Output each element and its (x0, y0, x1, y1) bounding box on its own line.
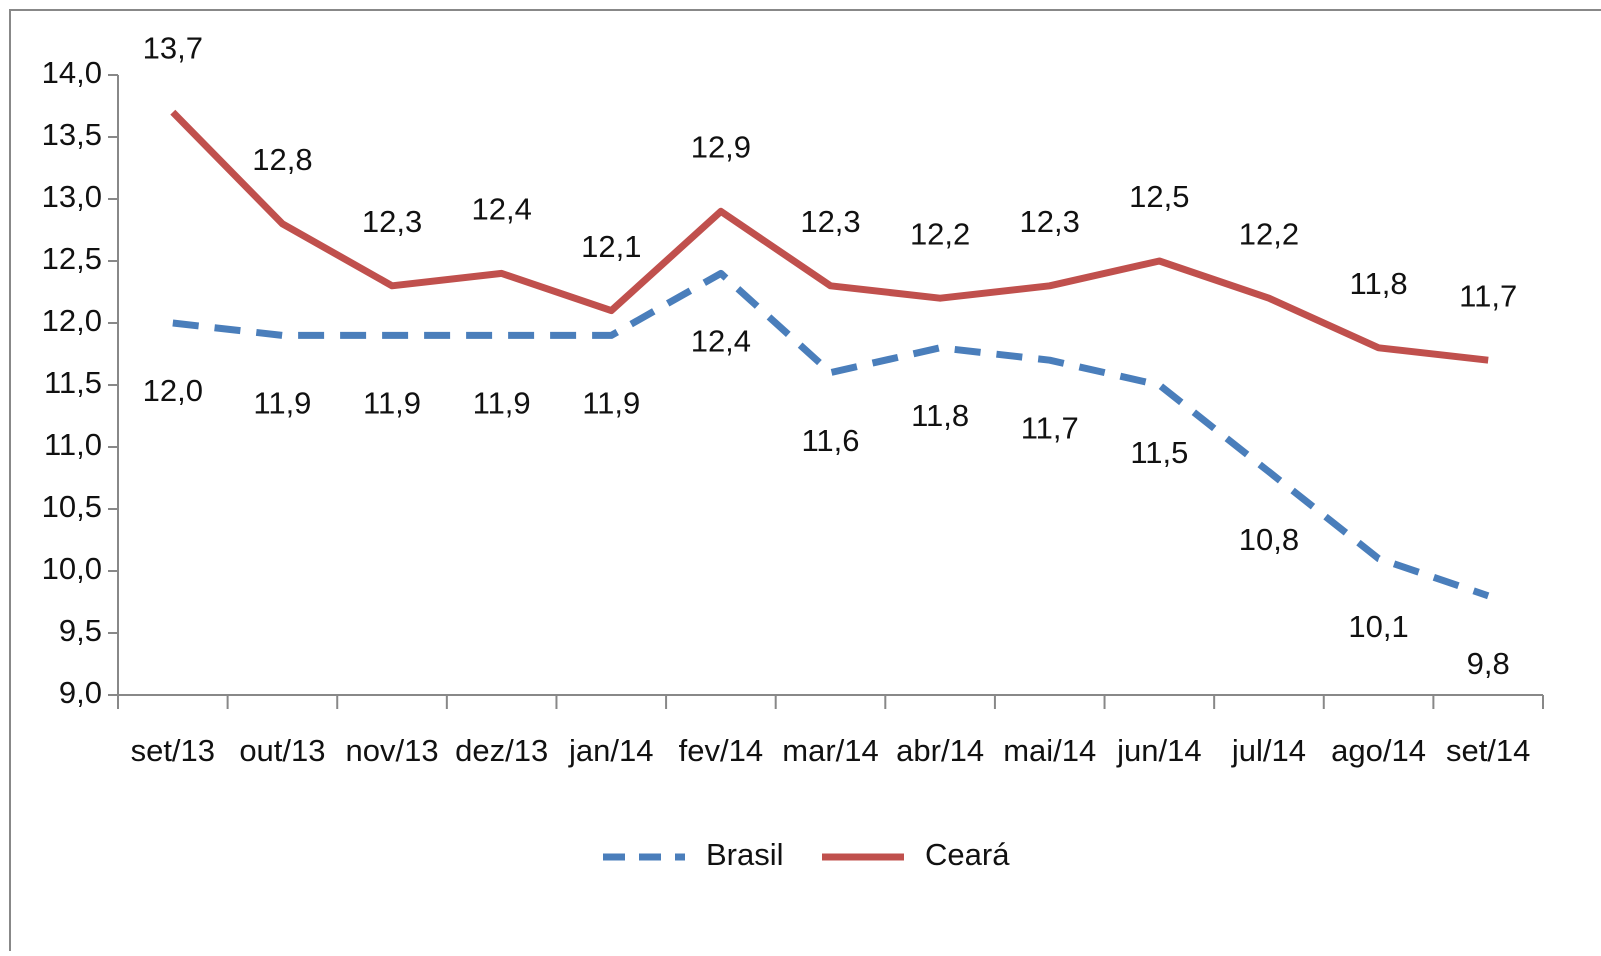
x-tick-label: set/13 (131, 733, 215, 768)
data-label: 12,0 (143, 373, 203, 408)
y-tick-label: 11,5 (44, 365, 102, 400)
y-tick-label: 13,0 (42, 179, 102, 214)
y-tick-label: 14,0 (42, 55, 102, 90)
data-label: 11,7 (1459, 278, 1517, 313)
y-tick-label: 10,0 (42, 551, 102, 586)
data-label: 12,4 (691, 324, 751, 359)
x-tick-label: out/13 (239, 733, 325, 768)
data-label: 11,8 (1350, 266, 1408, 301)
data-label: 11,9 (363, 386, 421, 421)
y-tick-label: 13,5 (42, 117, 102, 152)
x-tick-label: set/14 (1446, 733, 1530, 768)
data-label: 12,4 (471, 192, 531, 227)
x-tick-label: mar/14 (782, 733, 878, 768)
data-label: 13,7 (143, 30, 203, 65)
legend-label: Brasil (706, 837, 784, 872)
x-tick-label: dez/13 (455, 733, 548, 768)
frame (9, 9, 1601, 951)
data-label: 12,3 (1020, 204, 1080, 239)
data-label: 11,9 (473, 386, 531, 421)
y-tick-label: 9,5 (59, 613, 102, 648)
x-tick-label: abr/14 (896, 733, 984, 768)
y-tick-label: 11,0 (44, 427, 102, 462)
x-tick-label: ago/14 (1331, 733, 1426, 768)
data-label: 11,8 (911, 398, 969, 433)
data-label: 10,8 (1239, 522, 1299, 557)
y-tick-label: 12,5 (42, 241, 102, 276)
series-line (170, 109, 1489, 364)
x-tick-label: jun/14 (1116, 733, 1201, 768)
data-label: 11,9 (582, 386, 640, 421)
data-label: 11,9 (253, 386, 311, 421)
data-label: 12,3 (362, 204, 422, 239)
data-label: 11,5 (1130, 435, 1188, 470)
x-tick-label: mai/14 (1003, 733, 1096, 768)
data-label: 11,7 (1021, 410, 1079, 445)
data-label: 12,1 (581, 229, 641, 264)
legend-label: Ceará (925, 837, 1010, 872)
data-label: 12,5 (1129, 179, 1189, 214)
x-tick-label: nov/13 (345, 733, 438, 768)
data-label: 12,2 (1239, 216, 1299, 251)
y-tick-label: 9,0 (59, 675, 102, 710)
x-tick-label: fev/14 (679, 733, 763, 768)
data-label: 12,9 (691, 130, 751, 165)
data-label: 12,3 (800, 204, 860, 239)
data-label: 11,6 (801, 423, 859, 458)
series-line (172, 269, 1490, 600)
x-tick-label: jul/14 (1231, 733, 1306, 768)
y-tick-label: 10,5 (42, 489, 102, 524)
y-tick-label: 12,0 (42, 303, 102, 338)
data-label: 12,8 (252, 142, 312, 177)
data-label: 10,1 (1348, 609, 1408, 644)
x-tick-label: jan/14 (568, 733, 653, 768)
data-label: 12,2 (910, 216, 970, 251)
data-label: 9,8 (1467, 646, 1510, 681)
